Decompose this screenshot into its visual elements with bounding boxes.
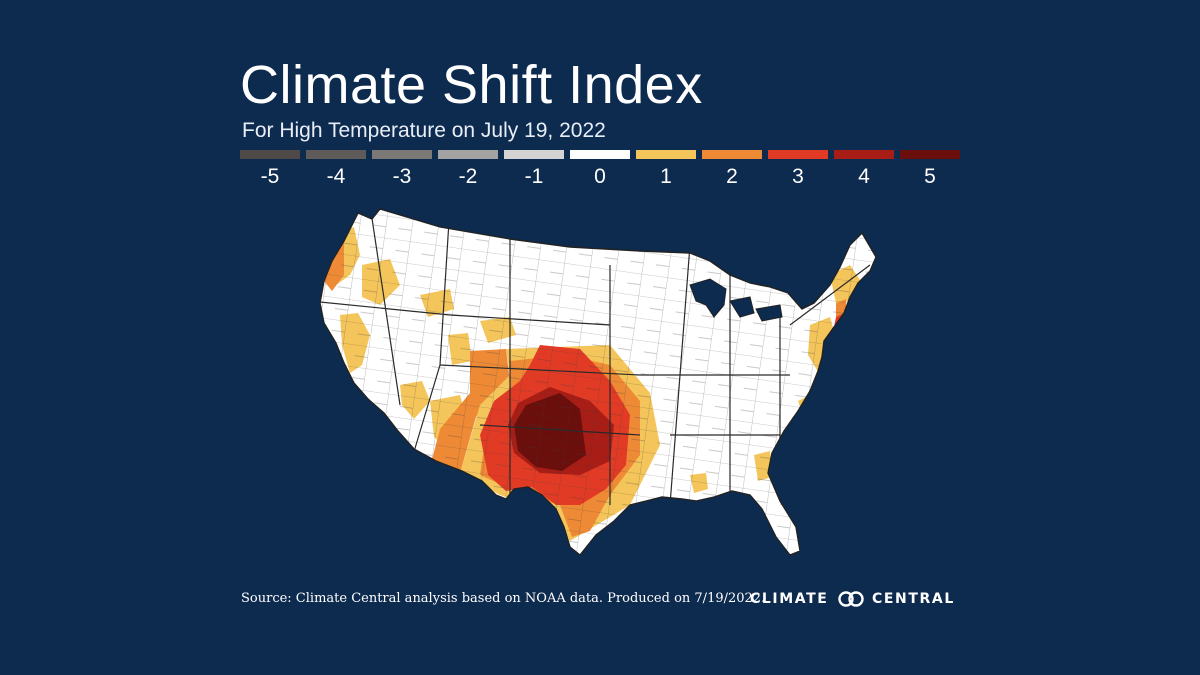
us-outline bbox=[319, 208, 877, 556]
legend-item: -1 bbox=[504, 150, 564, 190]
legend-label: -5 bbox=[260, 165, 280, 188]
legend-swatch bbox=[636, 150, 696, 159]
legend-item: -2 bbox=[438, 150, 498, 190]
legend-item: -3 bbox=[372, 150, 432, 190]
legend-item: -5 bbox=[240, 150, 300, 190]
us-map-svg bbox=[319, 208, 877, 556]
state-boundaries bbox=[320, 209, 871, 506]
legend-swatch bbox=[834, 150, 894, 159]
legend-label: 4 bbox=[858, 165, 870, 188]
legend-label: 2 bbox=[726, 165, 738, 188]
legend-swatch bbox=[768, 150, 828, 159]
legend-label: -4 bbox=[326, 165, 346, 188]
climate-central-logo: CLIMATE CENTRAL bbox=[750, 590, 962, 608]
legend-swatch bbox=[372, 150, 432, 159]
legend-swatch bbox=[504, 150, 564, 159]
legend-item: 1 bbox=[636, 150, 696, 190]
source-note: Source: Climate Central analysis based o… bbox=[241, 591, 766, 606]
legend-label: -3 bbox=[392, 165, 412, 188]
legend-label: 1 bbox=[660, 165, 672, 188]
brand-word-right: CENTRAL bbox=[872, 591, 955, 607]
brand-word-left: CLIMATE bbox=[750, 591, 829, 607]
legend-item: 4 bbox=[834, 150, 894, 190]
legend-label: -2 bbox=[458, 165, 478, 188]
chart-subtitle: For High Temperature on July 19, 2022 bbox=[242, 119, 606, 142]
legend-label: -1 bbox=[524, 165, 544, 188]
county-boundaries bbox=[320, 209, 876, 555]
legend-swatch bbox=[702, 150, 762, 159]
legend-item: 5 bbox=[900, 150, 960, 190]
legend-swatch bbox=[900, 150, 960, 159]
legend-item: 3 bbox=[768, 150, 828, 190]
legend-swatch bbox=[240, 150, 300, 159]
legend-label: 5 bbox=[924, 165, 936, 188]
legend-item: 2 bbox=[702, 150, 762, 190]
us-county-map bbox=[310, 205, 890, 575]
chart-title: Climate Shift Index bbox=[240, 55, 703, 115]
legend-item: -4 bbox=[306, 150, 366, 190]
legend-label: 0 bbox=[594, 165, 606, 188]
legend-item: 0 bbox=[570, 150, 630, 190]
interlocking-rings-icon bbox=[838, 591, 864, 607]
legend-swatch bbox=[438, 150, 498, 159]
legend-swatch bbox=[570, 150, 630, 159]
great-lakes bbox=[689, 278, 783, 322]
legend-swatch bbox=[306, 150, 366, 159]
legend-label: 3 bbox=[792, 165, 804, 188]
color-legend: -5 -4 -3 -2 -1 0 1 2 3 4 5 bbox=[240, 150, 960, 190]
